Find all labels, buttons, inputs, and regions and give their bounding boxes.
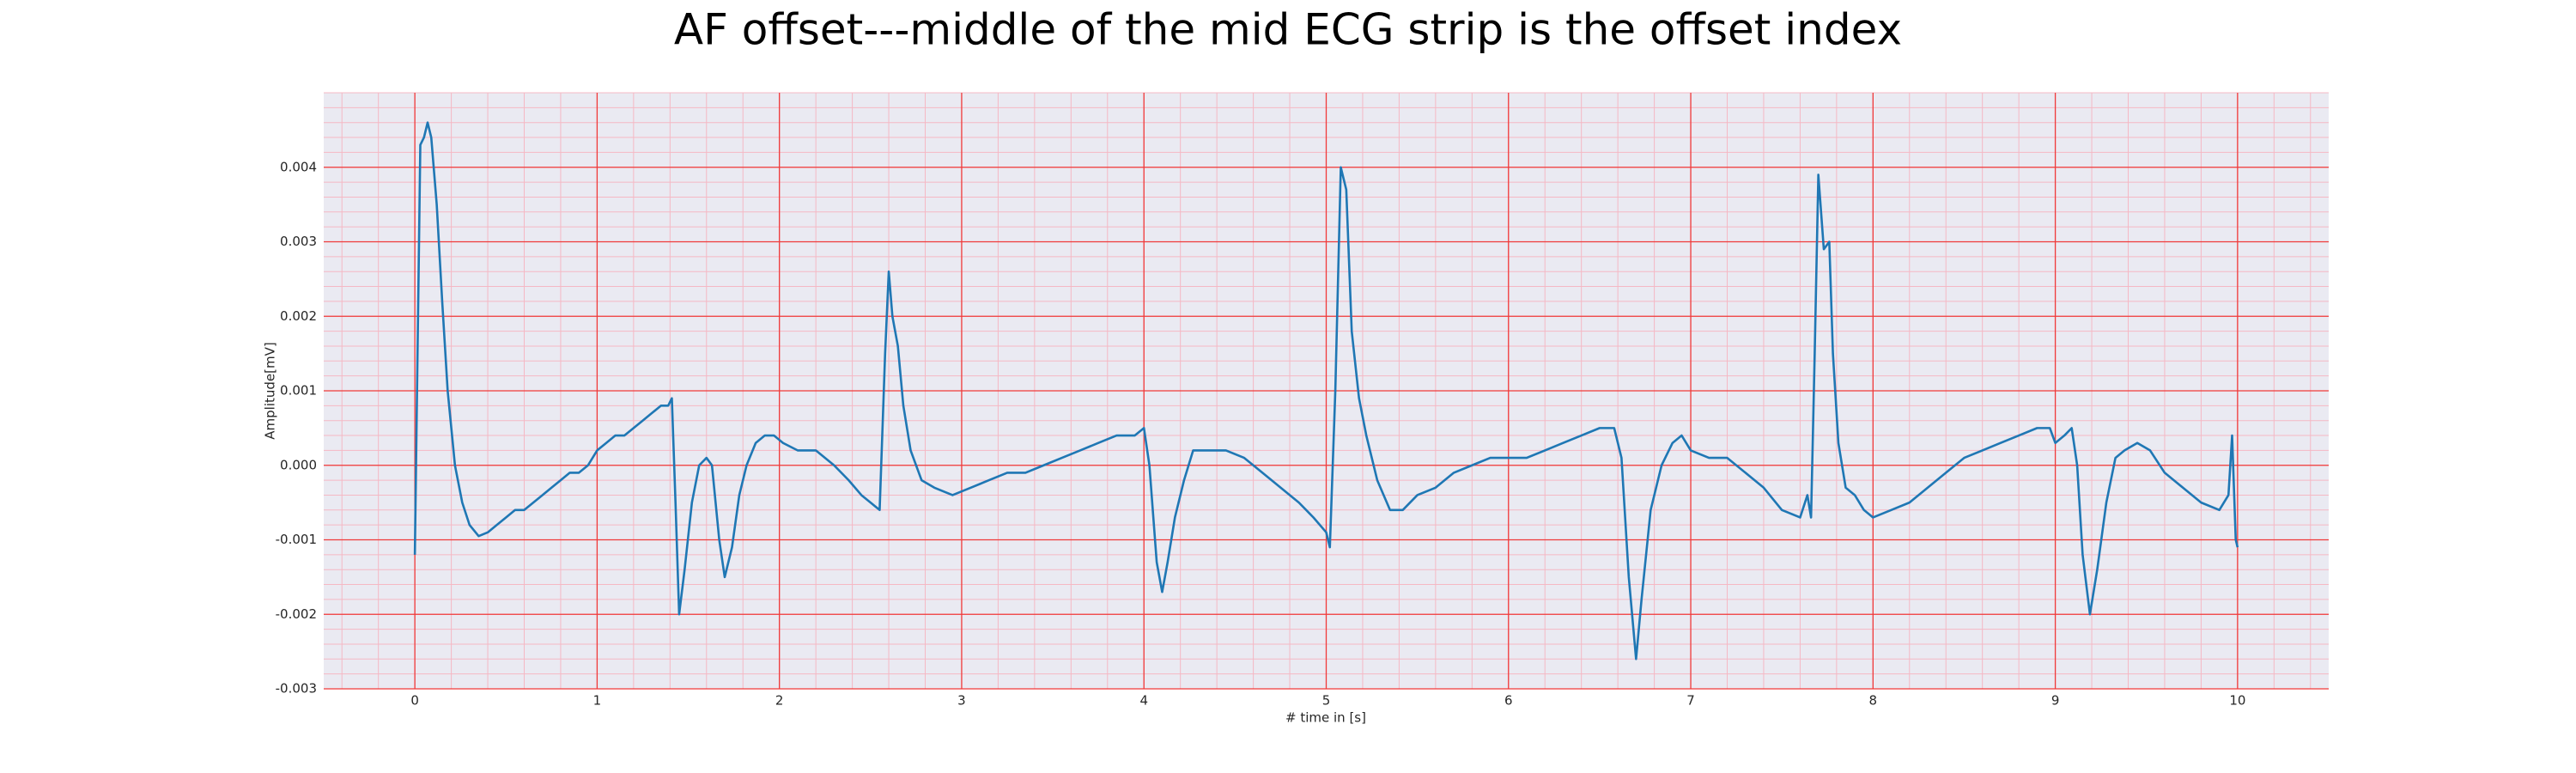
y-tick-label: 0.001 [280, 383, 317, 399]
y-tick-label: 0.003 [280, 234, 317, 249]
grid [324, 92, 2329, 690]
y-tick-label: 0.002 [280, 308, 317, 324]
y-tick-label: -0.001 [276, 532, 317, 547]
x-tick-label: 10 [2229, 693, 2245, 709]
x-tick-label: 7 [1686, 693, 1695, 709]
y-axis-label: Amplitude[mV] [263, 342, 278, 439]
ecg-line [413, 121, 2239, 660]
x-tick-label: 6 [1504, 693, 1513, 709]
y-tick-label: -0.003 [276, 681, 317, 697]
x-tick-label: 0 [410, 693, 419, 709]
y-tick-label: 0.000 [280, 457, 317, 472]
chart-title: AF offset---middle of the mid ECG strip … [674, 5, 1902, 55]
x-tick-label: 2 [775, 693, 784, 709]
x-tick-label: 3 [957, 693, 966, 709]
x-tick-label: 9 [2051, 693, 2060, 709]
x-axis-label: # time in [s] [1285, 710, 1366, 726]
y-tick-label: -0.002 [276, 606, 317, 622]
x-tick-label: 8 [1869, 693, 1878, 709]
x-tick-label: 1 [593, 693, 602, 709]
x-tick-label: 4 [1139, 693, 1148, 709]
x-tick-label: 5 [1322, 693, 1331, 709]
y-tick-label: 0.004 [280, 159, 317, 174]
